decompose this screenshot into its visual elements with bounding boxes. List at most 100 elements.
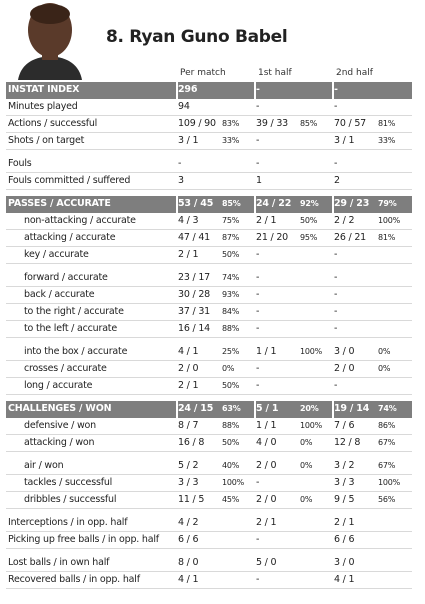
value: 21 / 20	[256, 232, 289, 243]
value: 4 / 1	[178, 574, 199, 585]
stat-label: Actions / successful	[8, 118, 98, 129]
value: 47 / 41	[178, 232, 211, 243]
percent: 85%	[300, 119, 318, 128]
stat-row: forward / accurate 23 / 17 74% - -	[6, 270, 412, 287]
value: 1 / 1	[256, 420, 277, 431]
stat-row: to the left / accurate 16 / 14 88% - -	[6, 321, 412, 338]
stat-row: Actions / successful 109 / 90 83% 39 / 33 85…	[6, 116, 412, 133]
stat-label: crosses / accurate	[24, 363, 107, 374]
percent: 83%	[222, 119, 240, 128]
stat-label: tackles / successful	[24, 477, 113, 488]
value: -	[178, 158, 182, 169]
value: 2 / 0	[256, 494, 277, 505]
value: 6 / 6	[334, 534, 355, 545]
percent: 95%	[300, 233, 318, 242]
value: 11 / 5	[178, 494, 205, 505]
percent: 100%	[378, 478, 401, 487]
value: 2 / 1	[334, 517, 355, 528]
stat-row: to the right / accurate 37 / 31 84% - -	[6, 304, 412, 321]
value: 1 / 1	[256, 346, 277, 357]
percent: 45%	[222, 495, 240, 504]
percent: 88%	[222, 324, 240, 333]
percent: 92%	[300, 199, 319, 208]
percent: 100%	[222, 478, 245, 487]
value: -	[334, 289, 338, 300]
percent: 81%	[378, 119, 396, 128]
value: 4 / 1	[178, 346, 199, 357]
percent: 100%	[300, 347, 323, 356]
percent: 67%	[378, 438, 396, 447]
percent: 85%	[222, 199, 241, 208]
percent: 74%	[378, 404, 397, 413]
percent: 0%	[300, 438, 313, 447]
stat-label: back / accurate	[24, 289, 95, 300]
percent: 40%	[222, 461, 240, 470]
value: 2 / 2	[334, 215, 355, 226]
stat-row: non-attacking / accurate 4 / 3 75% 2 / 1 50%…	[6, 213, 412, 230]
column-separator	[332, 196, 334, 213]
stat-label: long / accurate	[24, 380, 93, 391]
stat-label: dribbles / successful	[24, 494, 117, 505]
value: -	[334, 101, 338, 112]
percent: 79%	[378, 199, 397, 208]
stat-row: Fouls committed / suffered 3 1 2	[6, 173, 412, 190]
column-header: 1st half	[258, 68, 292, 78]
value: -	[256, 135, 260, 146]
percent: 86%	[378, 421, 396, 430]
stat-label: air / won	[24, 460, 64, 471]
value: 2 / 1	[256, 215, 277, 226]
value: 16 / 14	[178, 323, 211, 334]
value: 24 / 22	[256, 198, 292, 209]
percent: 0%	[300, 495, 313, 504]
value: 5 / 2	[178, 460, 199, 471]
value: 5 / 1	[256, 403, 279, 414]
value: 70 / 57	[334, 118, 367, 129]
value: 3 / 0	[334, 346, 355, 357]
value: -	[256, 272, 260, 283]
value: 4 / 1	[334, 574, 355, 585]
section-header-row: CHALLENGES / WON 24 / 15 63% 5 / 1 20% 19 / 1…	[6, 401, 412, 418]
value: 3 / 3	[178, 477, 199, 488]
value: 2 / 1	[178, 380, 199, 391]
stat-label: attacking / won	[24, 437, 95, 448]
column-separator	[176, 196, 178, 213]
value: 4 / 3	[178, 215, 199, 226]
value: 29 / 23	[334, 198, 370, 209]
value: -	[256, 158, 260, 169]
column-separator	[254, 401, 256, 418]
value: 3 / 3	[334, 477, 355, 488]
stat-label: forward / accurate	[24, 272, 108, 283]
value: 19 / 14	[334, 403, 370, 414]
stat-row: Interceptions / in opp. half 4 / 2 2 / 1 2 …	[6, 515, 412, 532]
value: -	[256, 323, 260, 334]
percent: 0%	[378, 347, 391, 356]
stat-row: Shots / on target 3 / 1 33% - 3 / 1 33%	[6, 133, 412, 150]
value: 2 / 0	[334, 363, 355, 374]
percent: 56%	[378, 495, 396, 504]
stat-row: long / accurate 2 / 1 50% - -	[6, 378, 412, 395]
percent: 67%	[378, 461, 396, 470]
value: 30 / 28	[178, 289, 211, 300]
percent: 100%	[378, 216, 401, 225]
column-separator	[176, 82, 178, 99]
stat-label: key / accurate	[24, 249, 89, 260]
value: 5 / 0	[256, 557, 277, 568]
value: 8 / 0	[178, 557, 199, 568]
stat-label: to the right / accurate	[24, 306, 124, 317]
value: -	[334, 158, 338, 169]
value: 3 / 2	[334, 460, 355, 471]
column-header: Per match	[180, 68, 226, 78]
value: 94	[178, 101, 190, 112]
value: -	[334, 380, 338, 391]
value: 39 / 33	[256, 118, 289, 129]
percent: 50%	[300, 216, 318, 225]
value: -	[256, 534, 260, 545]
percent: 50%	[222, 438, 240, 447]
stat-label: Minutes played	[8, 101, 78, 112]
stat-row: tackles / successful 3 / 3 100% - 3 / 3 100%	[6, 475, 412, 492]
stat-row: attacking / accurate 47 / 41 87% 21 / 20 95%…	[6, 230, 412, 247]
value: 4 / 2	[178, 517, 199, 528]
value: 37 / 31	[178, 306, 211, 317]
section-header-row: PASSES / ACCURATE 53 / 45 85% 24 / 22 92% 29 …	[6, 196, 412, 213]
